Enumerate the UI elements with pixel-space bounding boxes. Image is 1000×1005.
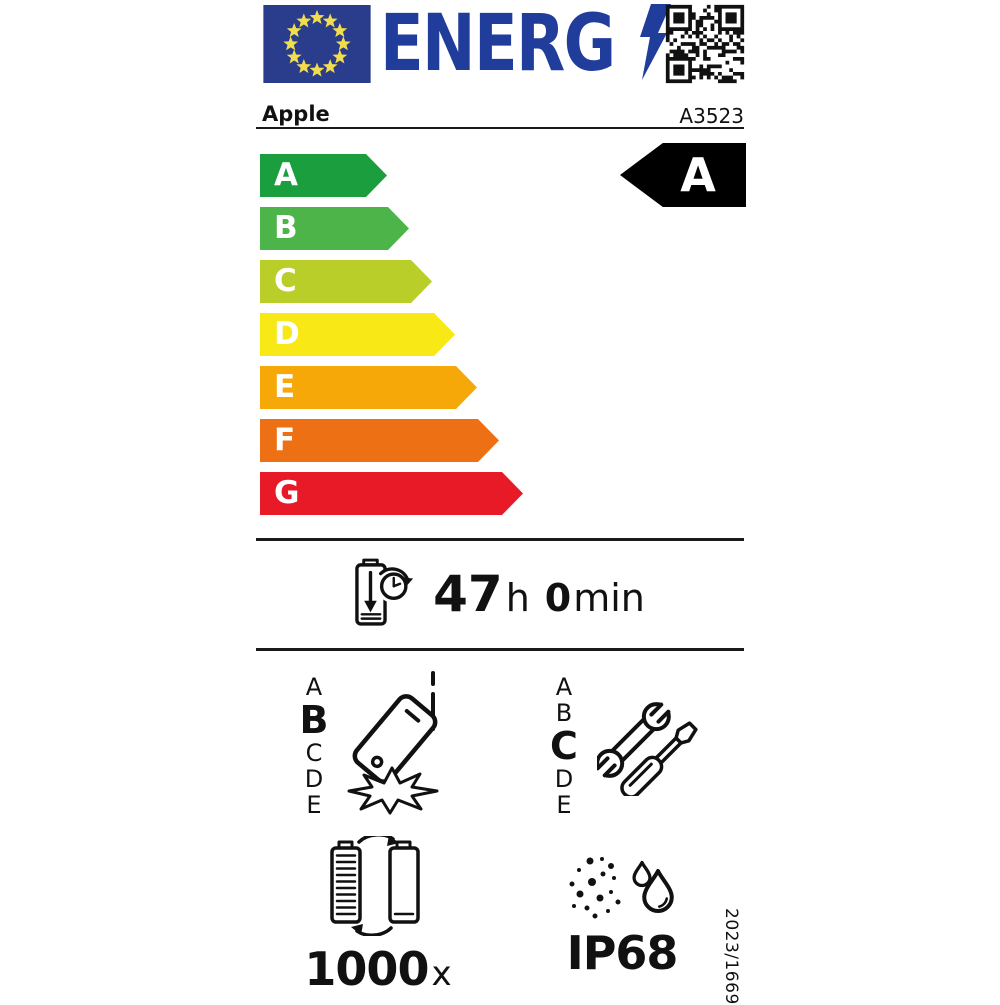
scale-letter: A bbox=[305, 673, 323, 701]
grade-bar-c: C bbox=[260, 260, 432, 303]
grade-bar-letter: C bbox=[274, 263, 297, 299]
repairability-scale: A B C D E bbox=[543, 674, 585, 818]
scale-letter: C bbox=[305, 739, 323, 767]
battery-hours-unit: h bbox=[505, 575, 530, 620]
grade-bar-letter: D bbox=[274, 316, 300, 352]
section-divider bbox=[256, 538, 744, 541]
scale-letter: E bbox=[556, 791, 572, 819]
scale-letter: A bbox=[555, 673, 573, 701]
grade-bar-g: G bbox=[260, 472, 523, 515]
scale-letter: C bbox=[550, 724, 578, 768]
scale-letter: D bbox=[554, 765, 574, 793]
scale-letter: B bbox=[555, 699, 573, 727]
ip-rating: IP68 bbox=[566, 926, 679, 980]
wrench-screwdriver-icon bbox=[592, 692, 701, 800]
brand-name: Apple bbox=[262, 102, 330, 126]
header-divider bbox=[256, 127, 744, 129]
grade-bar-letter: A bbox=[274, 157, 298, 193]
battery-hours: 47 bbox=[433, 564, 503, 623]
cycle-count: 1000 bbox=[304, 942, 429, 996]
grade-bar-letter: E bbox=[274, 369, 296, 405]
grade-bar-letter: F bbox=[274, 422, 296, 458]
scale-letter: E bbox=[306, 791, 322, 819]
cycle-count-unit: x bbox=[431, 954, 452, 994]
lightning-bolt-icon bbox=[636, 4, 672, 84]
scale-letter: D bbox=[304, 765, 324, 793]
dust-and-water-drops-icon bbox=[566, 854, 678, 924]
ingress-protection-section: IP68 bbox=[500, 836, 744, 994]
section-divider bbox=[256, 648, 744, 651]
battery-endurance-section: 1000 x bbox=[256, 833, 500, 994]
grade-bar-f: F bbox=[260, 419, 499, 462]
energy-rating-letter: A bbox=[680, 148, 716, 202]
energy-rating-indicator: A bbox=[620, 143, 746, 207]
grade-bar-letter: G bbox=[274, 475, 300, 511]
repairability-section: A B C D E bbox=[500, 660, 744, 832]
battery-endurance-value: 1000 x bbox=[304, 946, 451, 994]
phone-drop-impact-icon bbox=[345, 669, 463, 823]
battery-life-section: 47 h 0 min bbox=[256, 552, 744, 636]
drop-resistance-section: A B C D E bbox=[256, 660, 500, 832]
scale-letter: B bbox=[299, 698, 329, 742]
grade-bar-letter: B bbox=[274, 210, 298, 246]
grade-bar-a: A bbox=[260, 154, 387, 197]
eu-flag-icon bbox=[262, 5, 372, 83]
ip-rating-value: IP68 bbox=[566, 926, 679, 980]
battery-minutes-unit: min bbox=[573, 575, 645, 620]
energy-logo-text: ENERG bbox=[380, 0, 616, 89]
dust-particles bbox=[569, 857, 621, 919]
regulation-number: 2023/1669 bbox=[721, 908, 741, 1005]
grade-bar-e: E bbox=[260, 366, 477, 409]
model-identifier: A3523 bbox=[679, 104, 744, 128]
energy-logo: ENERG bbox=[380, 4, 672, 84]
drop-resistance-scale: A B C D E bbox=[293, 674, 335, 818]
battery-recharge-cycle-icon bbox=[323, 833, 433, 940]
qr-code-icon bbox=[664, 3, 746, 85]
grade-bar-d: D bbox=[260, 313, 455, 356]
battery-minutes: 0 bbox=[544, 575, 572, 620]
grade-bar-b: B bbox=[260, 207, 409, 250]
battery-life-value: 47 h 0 min bbox=[433, 569, 645, 620]
battery-discharge-clock-icon bbox=[355, 556, 417, 632]
